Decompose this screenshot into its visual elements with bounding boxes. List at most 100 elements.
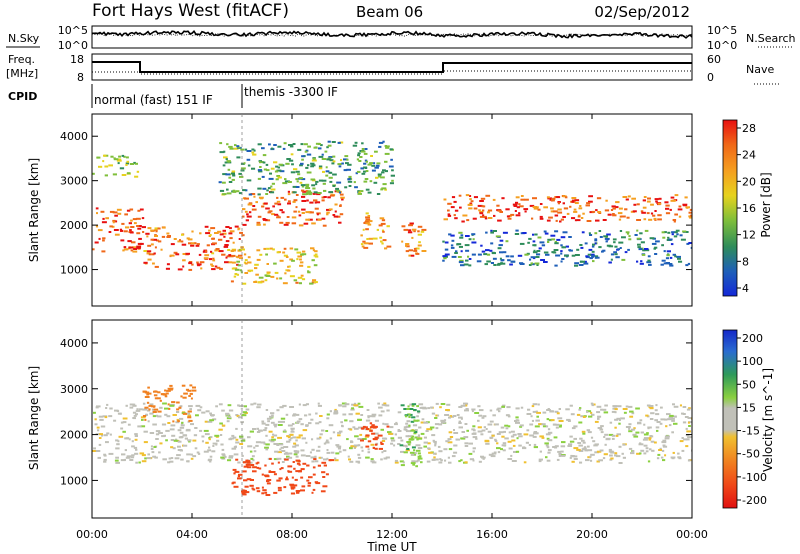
echo-pixel	[357, 192, 362, 195]
echo-pixel	[270, 185, 273, 188]
echo-pixel	[672, 451, 675, 454]
echo-pixel	[656, 421, 661, 423]
echo-pixel	[239, 443, 244, 445]
echo-pixel	[457, 256, 462, 258]
echo-pixel	[637, 243, 641, 246]
echo-pixel	[406, 408, 412, 410]
echo-pixel	[578, 450, 584, 452]
echo-pixel	[412, 424, 418, 427]
echo-pixel	[245, 219, 249, 222]
echo-pixel	[493, 451, 497, 454]
echo-pixel	[284, 198, 287, 201]
echo-pixel	[594, 242, 597, 245]
echo-pixel	[219, 250, 224, 253]
echo-pixel	[308, 413, 312, 416]
echo-pixel	[360, 439, 364, 442]
echo-pixel	[566, 212, 570, 215]
echo-pixel	[661, 449, 665, 452]
echo-pixel	[588, 415, 593, 418]
echo-pixel	[411, 416, 416, 419]
echo-pixel	[558, 455, 562, 457]
echo-pixel	[554, 264, 558, 267]
echo-pixel	[683, 438, 688, 441]
echo-pixel	[274, 425, 277, 428]
echo-pixel	[600, 425, 604, 428]
echo-pixel	[152, 411, 157, 413]
echo-pixel	[289, 406, 294, 408]
echo-pixel	[458, 231, 463, 234]
echo-pixel	[653, 217, 657, 220]
echo-pixel	[448, 448, 453, 451]
echo-pixel	[182, 434, 187, 437]
echo-pixel	[223, 245, 229, 248]
echo-pixel	[315, 422, 320, 425]
echo-pixel	[517, 433, 522, 435]
echo-pixel	[654, 246, 658, 249]
echo-pixel	[435, 458, 439, 461]
echo-pixel	[687, 417, 692, 419]
echo-pixel	[640, 431, 644, 434]
echo-pixel	[305, 187, 311, 190]
echo-pixel	[458, 245, 463, 248]
echo-pixel	[617, 248, 620, 251]
echo-pixel	[637, 246, 641, 249]
echo-pixel	[672, 199, 677, 202]
echo-pixel	[231, 261, 236, 264]
echo-pixel	[209, 455, 213, 458]
echo-pixel	[528, 264, 532, 266]
echo-pixel	[327, 140, 331, 143]
echo-pixel	[510, 435, 515, 438]
echo-pixel	[276, 169, 282, 172]
echo-pixel	[268, 177, 274, 180]
echo-pixel	[246, 179, 252, 182]
echo-pixel	[245, 491, 250, 494]
echo-pixel	[405, 415, 408, 418]
echo-pixel	[300, 162, 304, 165]
echo-pixel	[573, 447, 579, 450]
echo-pixel	[150, 448, 154, 450]
echo-pixel	[124, 213, 128, 216]
echo-pixel	[339, 193, 344, 196]
echo-pixel	[647, 255, 651, 258]
echo-pixel	[194, 447, 198, 450]
echo-pixel	[266, 482, 271, 485]
echo-pixel	[232, 174, 236, 177]
power-ylabel: Slant Range [km]	[27, 158, 41, 262]
echo-pixel	[431, 458, 436, 461]
echo-pixel	[277, 145, 282, 148]
echo-pixel	[453, 214, 456, 217]
echo-pixel	[208, 229, 211, 232]
echo-pixel	[196, 263, 202, 266]
echo-pixel	[548, 216, 553, 219]
echo-pixel	[278, 163, 283, 166]
echo-pixel	[594, 420, 599, 423]
echo-pixel	[544, 442, 549, 445]
echo-pixel	[323, 442, 327, 445]
echo-pixel	[311, 159, 317, 162]
echo-pixel	[436, 414, 440, 417]
echo-pixel	[682, 230, 687, 233]
echo-pixel	[537, 236, 542, 239]
echo-pixel	[544, 232, 549, 235]
echo-pixel	[211, 252, 215, 255]
echo-pixel	[662, 439, 667, 442]
echo-pixel	[228, 409, 234, 412]
echo-pixel	[257, 143, 262, 146]
echo-pixel	[335, 189, 341, 192]
echo-pixel	[533, 249, 536, 252]
echo-pixel	[176, 454, 181, 457]
echo-pixel	[374, 443, 378, 446]
echo-pixel	[292, 191, 297, 194]
echo-pixel	[301, 485, 306, 488]
echo-pixel	[367, 223, 372, 226]
echo-pixel	[303, 143, 308, 146]
echo-pixel	[530, 256, 536, 259]
echo-pixel	[245, 189, 248, 192]
echo-pixel	[667, 236, 670, 239]
echo-pixel	[380, 458, 383, 461]
echo-pixel	[180, 458, 184, 461]
echo-pixel	[237, 264, 241, 267]
echo-pixel	[248, 193, 253, 196]
echo-pixel	[560, 260, 563, 263]
